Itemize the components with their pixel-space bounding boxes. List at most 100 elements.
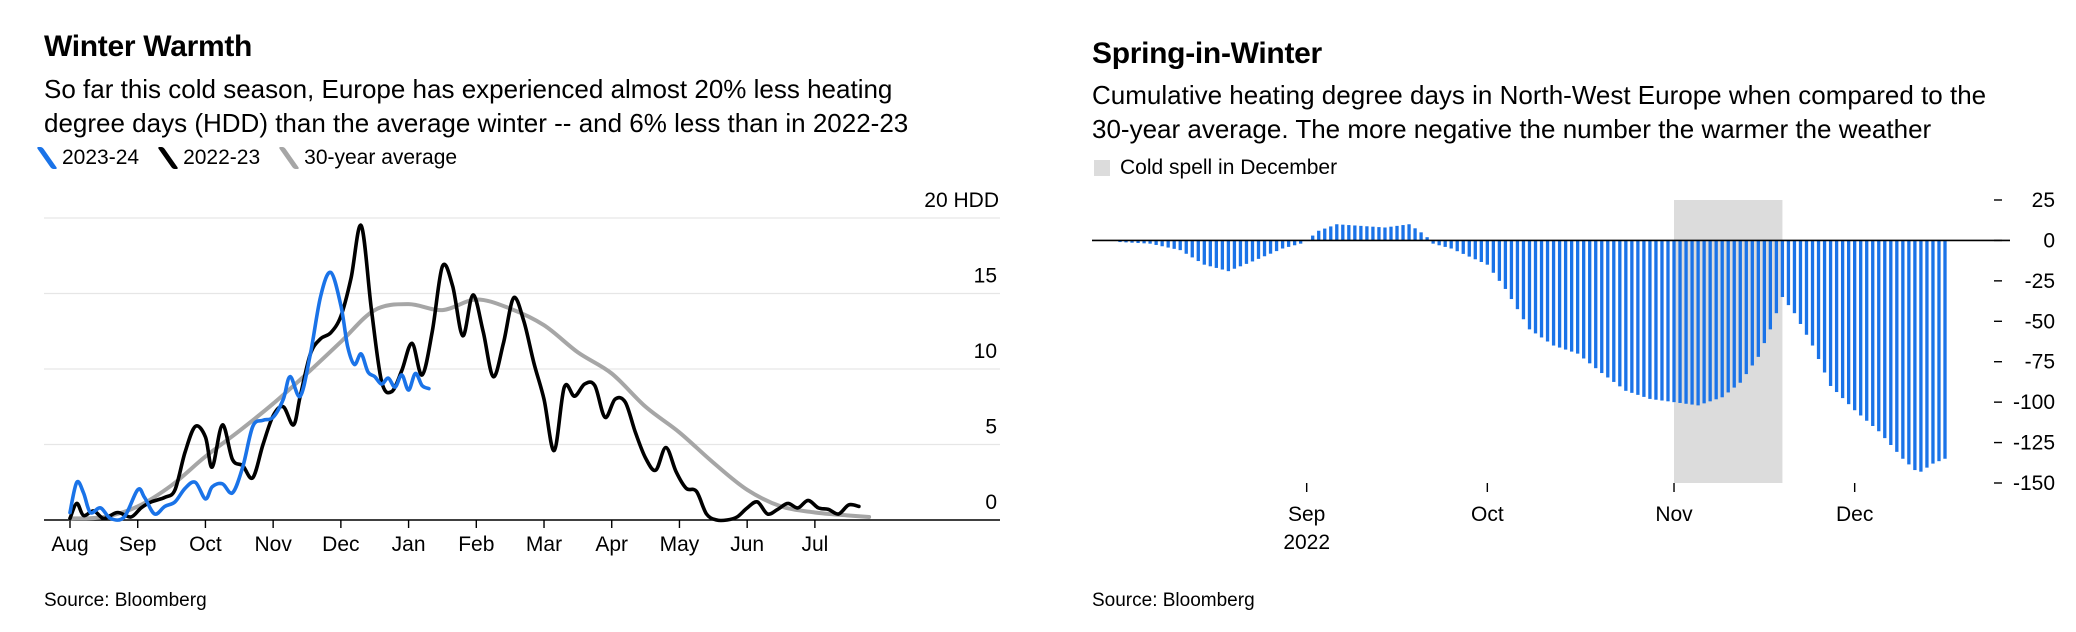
bar xyxy=(1341,224,1345,241)
bar xyxy=(1533,240,1538,334)
bar xyxy=(1166,240,1170,248)
bar xyxy=(1666,240,1670,402)
legend-label-2023-24: 2023-24 xyxy=(62,146,140,169)
bar xyxy=(1690,240,1694,405)
chart-subtitle: Cumulative heating degree days in North-… xyxy=(1092,78,1986,146)
bar xyxy=(1732,240,1736,388)
y-tick-label: 15 xyxy=(974,265,997,288)
x-tick-label: Oct xyxy=(189,533,222,556)
chart-title: Spring-in-Winter xyxy=(1092,37,1322,70)
bar xyxy=(1431,240,1435,244)
bar xyxy=(1943,240,1947,459)
bar xyxy=(1871,240,1875,426)
legend-label-cold-spell: Cold spell in December xyxy=(1120,156,1338,179)
bar xyxy=(1311,235,1315,241)
bar xyxy=(1865,240,1869,421)
bar xyxy=(1172,240,1176,249)
bar xyxy=(1744,240,1748,375)
bar xyxy=(1684,240,1688,404)
legend: 2023-24 2022-23 30-year average xyxy=(36,146,477,170)
bar xyxy=(1124,240,1128,243)
bar xyxy=(1642,240,1646,397)
chart-subtitle: So far this cold season, Europe has expe… xyxy=(44,72,908,140)
bar xyxy=(1907,240,1911,465)
bar xyxy=(1136,240,1140,244)
bar xyxy=(1515,240,1520,310)
y-tick-label: -150 xyxy=(2013,472,2055,495)
x-tick-label: Dec xyxy=(1836,503,1873,526)
bar xyxy=(1919,240,1923,472)
bar xyxy=(1913,240,1917,471)
chart-title: Winter Warmth xyxy=(44,30,253,63)
bar xyxy=(1612,240,1616,382)
bar xyxy=(1636,240,1640,395)
bar xyxy=(1365,226,1369,241)
bar xyxy=(1877,240,1881,432)
bar xyxy=(1232,240,1237,269)
bar xyxy=(1859,240,1863,416)
bar xyxy=(1262,240,1267,257)
bar xyxy=(1419,232,1423,241)
bar xyxy=(1792,240,1797,314)
bar xyxy=(1840,240,1845,399)
legend-item-30-year-average: 30-year average xyxy=(278,146,457,170)
bar xyxy=(1738,240,1742,383)
bar xyxy=(1130,240,1134,243)
bar xyxy=(1588,240,1592,364)
bar xyxy=(1359,225,1363,241)
x-tick-label: Mar xyxy=(526,533,562,556)
x-tick-label: Aug xyxy=(51,533,88,556)
bar xyxy=(1347,225,1351,241)
y-tick-label: -100 xyxy=(2013,391,2055,414)
bar xyxy=(1160,240,1164,247)
x-tick-label: Jan xyxy=(392,533,426,556)
y-tick-label: -75 xyxy=(2025,351,2055,374)
bar xyxy=(1389,226,1393,241)
bar xyxy=(1654,240,1658,400)
bar xyxy=(1202,240,1206,265)
bar xyxy=(1214,240,1219,268)
x-tick-label: Sep xyxy=(1288,503,1325,526)
bar xyxy=(1798,240,1803,324)
bar xyxy=(1509,240,1514,300)
bar xyxy=(1708,240,1712,402)
bar xyxy=(1521,240,1526,320)
bar xyxy=(1425,237,1429,241)
bar xyxy=(1479,240,1483,262)
legend-swatch-cold-spell xyxy=(1094,160,1110,176)
bar xyxy=(1383,227,1387,241)
bar xyxy=(1828,240,1833,386)
bar xyxy=(1274,240,1279,252)
x-tick-label: Nov xyxy=(254,533,292,556)
bar xyxy=(1413,228,1417,241)
y-tick-label: 5 xyxy=(985,416,997,439)
bar xyxy=(1461,240,1465,254)
legend-item-2023-24: 2023-24 xyxy=(36,146,140,170)
bar xyxy=(1569,240,1574,352)
bar xyxy=(1244,240,1249,264)
bar xyxy=(1491,240,1496,273)
bar xyxy=(1660,240,1664,401)
x-tick-label: Jun xyxy=(730,533,764,556)
bar xyxy=(1618,240,1622,387)
y-tick-label: -50 xyxy=(2025,310,2055,333)
bar xyxy=(1834,240,1839,393)
bar xyxy=(1184,240,1188,254)
bar xyxy=(1220,240,1225,270)
source-note: Source: Bloomberg xyxy=(44,590,207,611)
bar xyxy=(1889,240,1893,445)
y-tick-label: 10 xyxy=(974,340,997,363)
bar xyxy=(1545,240,1550,342)
subtitle-line-1: So far this cold season, Europe has expe… xyxy=(44,74,893,104)
x-tick-label: Apr xyxy=(595,533,628,556)
source-note: Source: Bloomberg xyxy=(1092,590,1255,611)
bar xyxy=(1816,240,1821,360)
bar xyxy=(1371,226,1375,241)
bar xyxy=(1786,240,1791,306)
bar xyxy=(1551,240,1556,346)
bar xyxy=(1594,240,1598,369)
bar xyxy=(1196,240,1200,262)
bar xyxy=(1600,240,1604,374)
bar xyxy=(1539,240,1544,338)
bar xyxy=(1883,240,1887,439)
